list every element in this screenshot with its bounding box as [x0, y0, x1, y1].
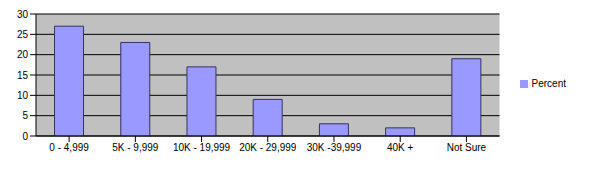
svg-text:5: 5 [22, 110, 28, 121]
svg-text:10: 10 [17, 90, 29, 101]
html-text:Percent: Percent [531, 77, 566, 89]
svg-text:10K - 19,999: 10K - 19,999 [173, 142, 231, 153]
svg-text:5K - 9,999: 5K - 9,999 [112, 142, 159, 153]
svg-text:30K -39,999: 30K -39,999 [307, 142, 362, 153]
svg-text:20: 20 [17, 49, 29, 60]
svg-text:Not Sure: Not Sure [447, 142, 487, 153]
svg-text:15: 15 [17, 70, 29, 81]
svg-text:40K +: 40K + [387, 142, 414, 153]
svg-text:0 - 4,999: 0 - 4,999 [49, 142, 89, 153]
svg-text:25: 25 [17, 29, 29, 40]
svg-text:30: 30 [17, 9, 29, 20]
svg-text:20K - 29,999: 20K - 29,999 [239, 142, 297, 153]
svg-text:0: 0 [22, 131, 28, 142]
